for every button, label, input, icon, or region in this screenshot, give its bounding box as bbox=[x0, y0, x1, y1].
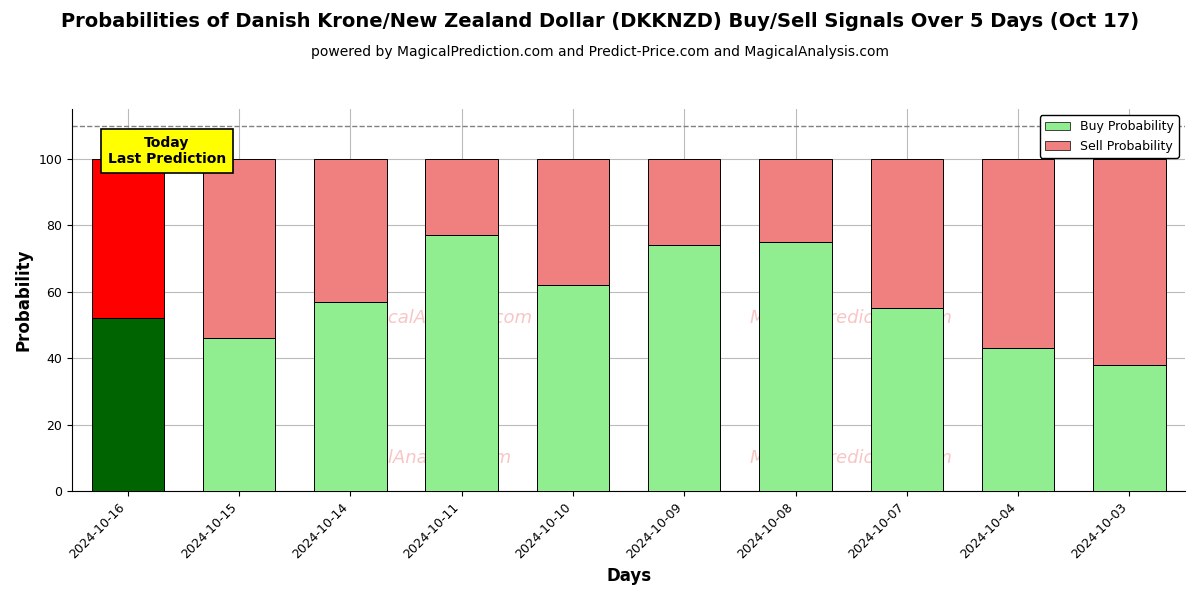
Bar bbox=[536, 159, 610, 285]
Legend: Buy Probability, Sell Probability: Buy Probability, Sell Probability bbox=[1040, 115, 1178, 158]
Bar bbox=[982, 349, 1055, 491]
Bar bbox=[536, 285, 610, 491]
Bar bbox=[426, 159, 498, 235]
Bar bbox=[314, 302, 386, 491]
Text: Today
Last Prediction: Today Last Prediction bbox=[108, 136, 226, 166]
Bar bbox=[760, 242, 832, 491]
Bar bbox=[648, 245, 720, 491]
Bar bbox=[203, 338, 275, 491]
Bar bbox=[871, 308, 943, 491]
Bar bbox=[1093, 365, 1165, 491]
Bar bbox=[982, 159, 1055, 349]
Bar bbox=[760, 159, 832, 242]
X-axis label: Days: Days bbox=[606, 567, 652, 585]
Text: MagicalAnalysis.com: MagicalAnalysis.com bbox=[346, 310, 533, 328]
Bar bbox=[203, 159, 275, 338]
Text: calAnalysis.com: calAnalysis.com bbox=[367, 449, 511, 467]
Bar bbox=[871, 159, 943, 308]
Bar bbox=[314, 159, 386, 302]
Bar bbox=[426, 235, 498, 491]
Bar bbox=[648, 159, 720, 245]
Bar bbox=[91, 319, 164, 491]
Text: Probabilities of Danish Krone/New Zealand Dollar (DKKNZD) Buy/Sell Signals Over : Probabilities of Danish Krone/New Zealan… bbox=[61, 12, 1139, 31]
Y-axis label: Probability: Probability bbox=[16, 249, 34, 352]
Text: MagicalPrediction.com: MagicalPrediction.com bbox=[750, 310, 953, 328]
Bar bbox=[1093, 159, 1165, 365]
Text: MagicalPrediction.com: MagicalPrediction.com bbox=[750, 449, 953, 467]
Bar bbox=[91, 159, 164, 319]
Text: powered by MagicalPrediction.com and Predict-Price.com and MagicalAnalysis.com: powered by MagicalPrediction.com and Pre… bbox=[311, 45, 889, 59]
